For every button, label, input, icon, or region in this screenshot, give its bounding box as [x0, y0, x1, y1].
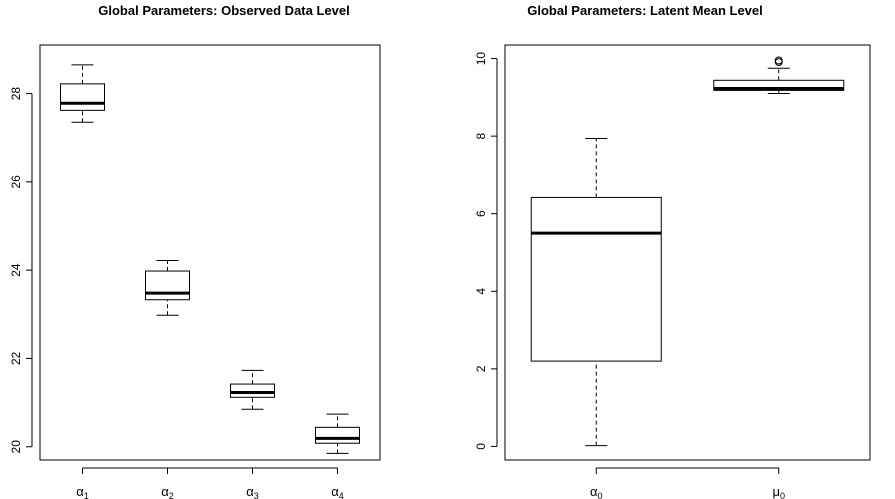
category-symbol: μ	[772, 484, 780, 499]
box-iqr	[60, 83, 105, 111]
boxplot-3	[230, 369, 275, 410]
y-tick-label: 28	[9, 87, 23, 101]
y-tick-label: 26	[9, 175, 23, 189]
y-tick-label: 2	[474, 365, 488, 372]
x-category-label: α2	[161, 484, 174, 499]
box-iqr	[530, 196, 662, 362]
x-category-label: μ0	[772, 484, 785, 499]
boxplot-4	[315, 413, 360, 454]
category-subscript: 2	[169, 491, 174, 499]
y-tick-label: 0	[474, 443, 488, 450]
category-symbol: α	[331, 484, 339, 499]
box-iqr	[145, 270, 190, 301]
category-subscript: 3	[254, 491, 259, 499]
category-subscript: 4	[339, 491, 344, 499]
category-subscript: 0	[780, 491, 785, 499]
plot-frame	[504, 44, 871, 461]
plot-frame	[39, 44, 381, 461]
x-category-label: α1	[76, 484, 89, 499]
boxplot-2	[713, 56, 845, 94]
y-tick-label: 4	[474, 288, 488, 295]
y-tick-label: 8	[474, 132, 488, 139]
y-tick-label: 10	[474, 52, 488, 66]
outlier-point	[774, 56, 783, 65]
box-iqr	[713, 79, 845, 91]
x-category-label: α3	[246, 484, 259, 499]
y-tick-label: 24	[9, 263, 23, 277]
boxplot-2	[145, 259, 190, 316]
category-symbol: α	[161, 484, 169, 499]
x-category-label: α4	[331, 484, 344, 499]
box-iqr	[230, 383, 275, 398]
x-category-label: α0	[590, 484, 603, 499]
y-tick-label: 22	[9, 351, 23, 365]
boxplot-1	[530, 137, 662, 447]
y-tick-label: 6	[474, 210, 488, 217]
category-symbol: α	[76, 484, 84, 499]
category-symbol: α	[590, 484, 598, 499]
category-symbol: α	[246, 484, 254, 499]
chart-panel-2: Global Parameters: Latent Mean Level 0 2 4 6…	[474, 3, 871, 499]
boxplot-1	[60, 64, 105, 123]
chart-panel-1: Global Parameters: Observed Data Level 20…	[9, 3, 381, 499]
chart-title: Global Parameters: Latent Mean Level	[527, 3, 763, 18]
outlier-point	[774, 58, 783, 67]
chart-title: Global Parameters: Observed Data Level	[98, 3, 349, 18]
category-subscript: 1	[84, 491, 89, 499]
box-iqr	[315, 426, 360, 444]
y-tick-label: 20	[9, 440, 23, 454]
category-subscript: 0	[598, 491, 603, 499]
